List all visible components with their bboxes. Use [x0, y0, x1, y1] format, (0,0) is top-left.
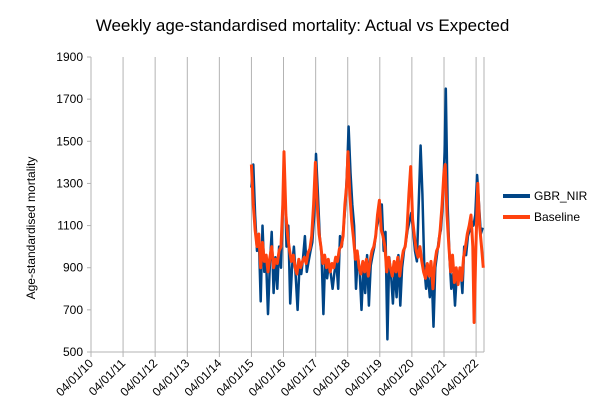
y-tick-label: 900: [63, 261, 83, 275]
legend-label-baseline: Baseline: [534, 210, 581, 224]
y-tick-label: 1900: [56, 50, 83, 64]
y-tick-label: 1700: [56, 92, 83, 106]
legend-swatch-gbr-nir: [503, 194, 530, 198]
legend-item-baseline: Baseline: [503, 210, 580, 224]
y-tick-label: 500: [63, 345, 83, 359]
series-line-gbr-nir: [250, 87, 484, 341]
legend-label-gbr-nir: GBR_NIR: [534, 189, 588, 203]
legend-item-gbr-nir: GBR_NIR: [503, 189, 587, 203]
y-tick-label: 1300: [56, 176, 83, 190]
y-tick-label: 1100: [57, 219, 83, 233]
y-tick-label: 1500: [56, 134, 83, 148]
series-line-baseline: [249, 150, 485, 324]
legend-swatch-baseline: [503, 215, 530, 219]
chart-title: Weekly age-standardised mortality: Actua…: [95, 16, 510, 35]
y-tick-label: 700: [63, 303, 83, 317]
